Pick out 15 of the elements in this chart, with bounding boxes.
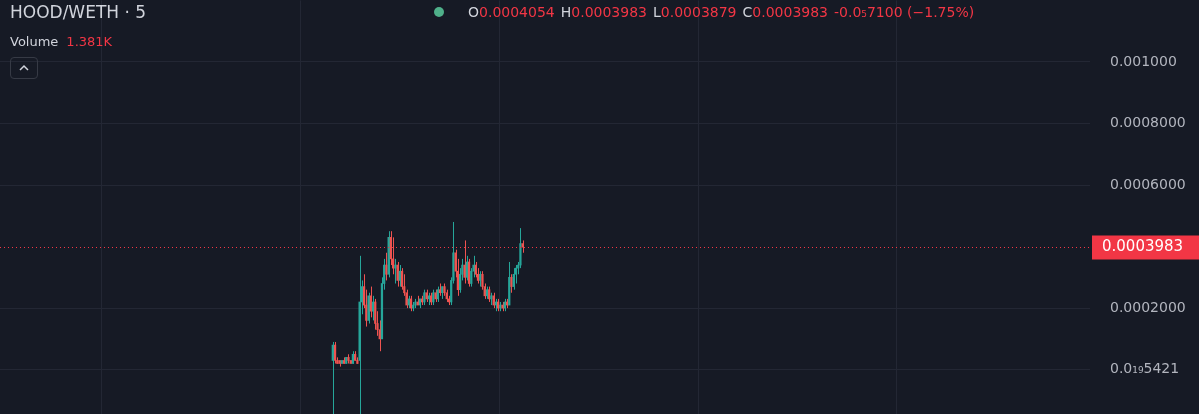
- annotation: 1.381K: [66, 34, 113, 49]
- chart-title: HOOD/WETH · 5: [10, 2, 147, 22]
- candlestick: [398, 264, 401, 288]
- annotation: Volume: [10, 34, 59, 49]
- y-tick-label: 0.0002000: [1110, 298, 1186, 315]
- annotation: -0.0₅7100 (−1.75%): [834, 4, 975, 20]
- annotation: C0.0003983: [742, 4, 829, 20]
- y-tick-label: 0.0006000: [1110, 175, 1186, 192]
- annotation: H0.0003983: [560, 4, 647, 20]
- y-tick-label: 0.0₁₉5421: [1110, 360, 1180, 377]
- y-tick-label: 0.0008000: [1110, 114, 1186, 131]
- annotation: O0.0004054: [468, 4, 555, 20]
- annotation: L0.0003879: [653, 4, 737, 20]
- y-tick-label: 0.001000: [1110, 52, 1177, 69]
- ref-line-label: 0.0003983: [1102, 237, 1184, 256]
